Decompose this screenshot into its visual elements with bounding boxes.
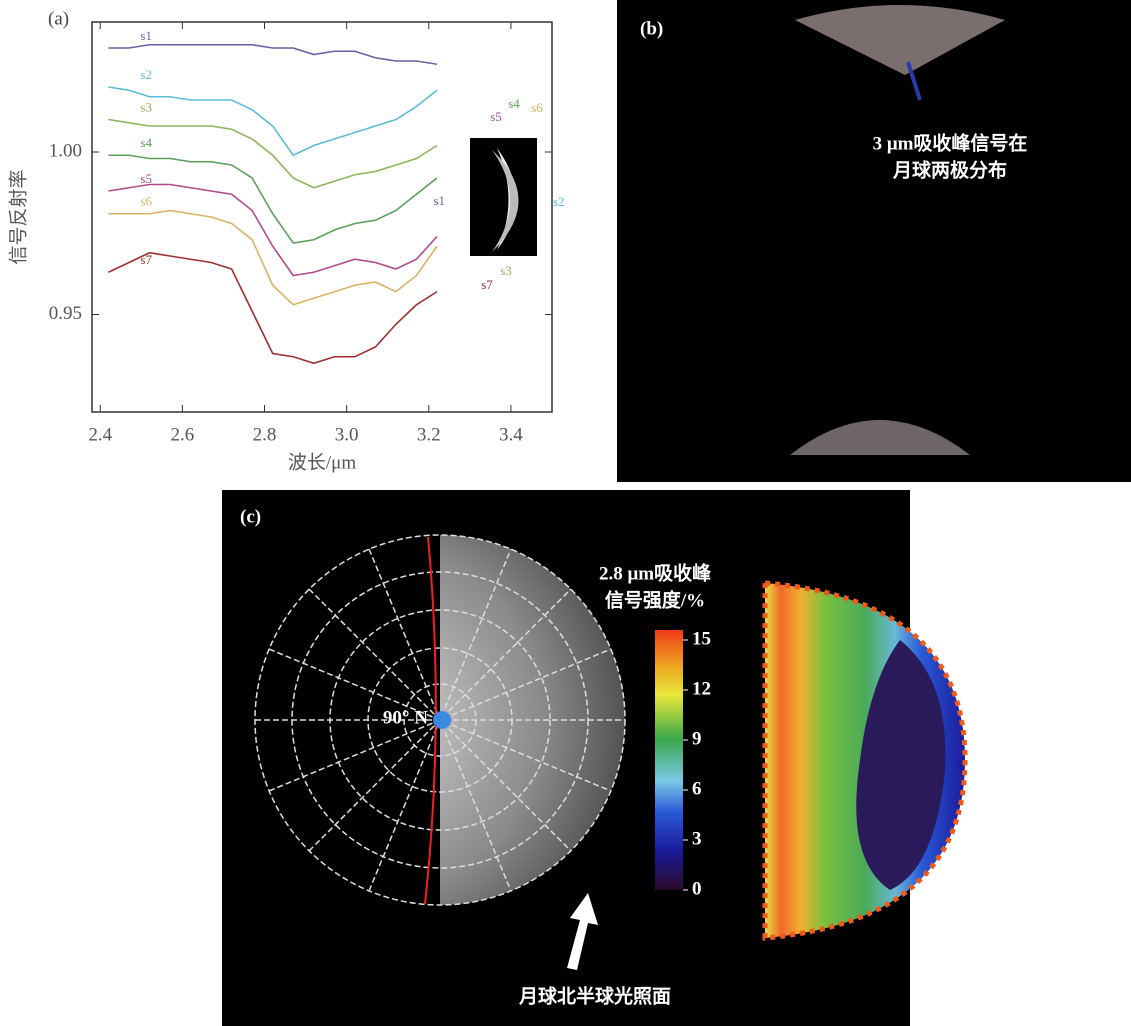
annotation: 月球两极分布 [892,158,1007,181]
series-line [108,87,437,155]
inset-label: s3 [500,263,512,278]
colorbar-tick-label: 3 [692,828,702,849]
panel-b-background [617,0,1131,482]
colorbar [655,630,683,890]
pole-marker [433,711,451,729]
series-label: s4 [140,135,152,150]
x-tick-label: 2.6 [170,424,194,445]
inset-label: s6 [531,100,543,115]
inset-label: s4 [508,96,520,111]
series-label: s6 [140,194,152,209]
series-label: s2 [140,67,152,82]
series-label: s7 [140,252,152,267]
colorbar-tick-label: 12 [692,678,711,699]
inset [470,138,537,256]
colorbar-tick-label: 6 [692,778,702,799]
colorbar-title: 2.8 μm吸收峰 [599,561,712,584]
series-line [108,211,437,305]
pole-label: 90° N [383,707,428,728]
figure: (a) 2.4 2.6 2.8 3.0 3.2 3.4 0.95 1.00 波长/μm 信号反射率… [0,0,1131,1026]
annotation: 月球北半球光照面 [518,984,671,1007]
inset-label: s1 [433,193,445,208]
y-axis-label: 信号反射率 [7,169,29,264]
series-line [108,45,437,65]
series-line [108,120,437,188]
series-label: s1 [140,28,152,43]
x-tick-label: 3.0 [335,424,359,445]
series-line [108,253,437,364]
inset-label: s5 [490,109,502,124]
colorbar-title: 信号强度/% [605,588,705,611]
x-tick-label: 3.4 [499,424,523,445]
series-label: s3 [140,99,152,114]
panel-label: (a) [48,8,69,29]
y-tick-label: 1.00 [49,140,82,161]
panel-label: (c) [240,506,261,527]
x-tick-label: 3.2 [417,424,441,445]
x-tick-label: 2.8 [253,424,277,445]
annotation: 3 μm吸收峰信号在 [873,131,1028,154]
page: {"chart_data": [ {"type": "line", "label… [0,0,1131,1026]
colorbar-tick-label: 0 [692,878,702,899]
x-axis-label: 波长/μm [288,451,356,473]
panel-label: (b) [640,18,663,39]
inset-label: s2 [553,194,565,209]
y-tick-label: 0.95 [49,303,82,324]
series-line [108,185,437,276]
series-label: s5 [140,171,152,186]
colorbar-tick-label: 15 [692,628,711,649]
inset-label: s7 [481,277,493,292]
x-tick-label: 2.4 [88,424,112,445]
colorbar-tick-label: 9 [692,728,702,749]
